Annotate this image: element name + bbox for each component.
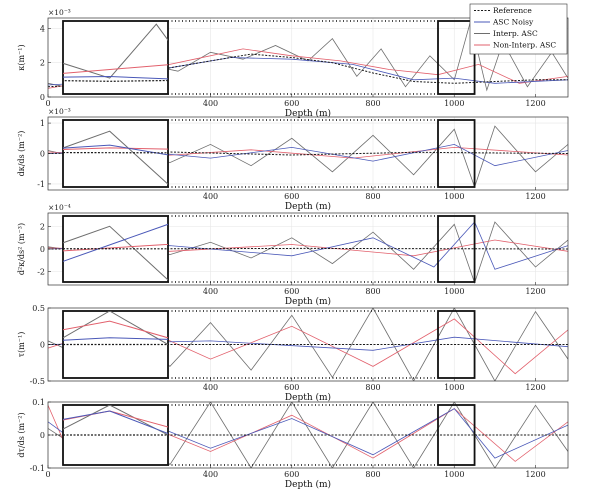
x-tick-label: 1200 [525,287,545,296]
y-tick-label: -0.1 [30,464,45,473]
x-tick-label: 1000 [444,287,464,296]
y-tick-label: 0 [40,150,45,159]
y-tick-label: 0.5 [32,304,45,313]
legend: Reference ASC Noisy Interp. ASC Non-Interp.… [469,3,568,55]
zoom-window-box [437,310,476,379]
inset-series-line-non-interp-asc [63,147,168,150]
x-tick-label: 800 [365,470,380,479]
y-tick-label: -2 [37,268,45,277]
y-tick-label: 0 [40,341,45,350]
x-tick-label: 400 [203,470,218,479]
x-tick-label: 600 [284,287,299,296]
axes-frame [47,17,569,98]
x-tick-label: 1200 [525,192,545,201]
series-line-interp-asc [48,221,568,270]
legend-box [469,3,568,55]
x-tick-label: 600 [284,99,299,108]
x-axis-label: Depth (m) [285,201,331,212]
y-tick-label: 0.1 [32,398,45,407]
x-axis-label: Depth (m) [285,479,331,490]
y-tick-label: -0.5 [30,377,45,386]
x-tick-label: 1000 [444,383,464,392]
x-tick-label: 400 [203,192,218,201]
legend-label-asc-noisy: ASC Noisy [492,18,534,27]
x-tick-label: 0 [45,470,50,479]
x-tick-label: 600 [284,470,299,479]
x-tick-label: 400 [203,99,218,108]
x-tick-label: 800 [365,383,380,392]
y-tick-label: 0 [40,431,45,440]
y-tick-label: 4 [40,24,45,33]
y-tick-label: 0 [40,93,45,102]
x-tick-label: 1000 [444,192,464,201]
series-line-reference [48,247,568,250]
x-tick-label: 1000 [444,470,464,479]
inset-box [62,20,169,95]
y-tick-label: 2 [40,59,45,68]
y-axis-label: κ(m⁻¹) [17,44,26,70]
x-tick-label: 1000 [444,99,464,108]
x-tick-label: 1200 [525,383,545,392]
legend-label-interp-asc: Interp. ASC [493,29,538,38]
inset-series-line-reference [63,151,168,154]
x-tick-label: 600 [284,192,299,201]
x-tick-label: 1200 [525,470,545,479]
y-tick-label: -1 [37,180,45,189]
inset-box [62,119,169,188]
y-exponent-label: ×10⁻⁴ [48,203,71,212]
y-tick-label: 1 [40,119,45,128]
zoom-window-box [437,404,476,466]
x-tick-label: 600 [284,383,299,392]
x-tick-label: 800 [365,287,380,296]
x-axis-label: Depth (m) [285,296,331,307]
x-tick-label: 800 [365,192,380,201]
zoom-window-box [437,119,476,188]
legend-label-reference: Reference [493,6,532,15]
inset-series-group [63,130,168,185]
zoom-window-box [437,215,476,283]
y-axis-label: dκ/ds (m⁻²) [17,131,26,177]
x-axis-label: Depth (m) [285,392,331,403]
y-tick-label: 2 [40,223,45,232]
y-axis-label: dτ/ds (m⁻²) [17,412,26,457]
legend-label-non-interp-asc: Non-Interp. ASC [493,41,556,50]
x-tick-label: 0 [45,99,50,108]
x-tick-label: 400 [203,287,218,296]
zoom-window-box [437,20,476,95]
y-axis-label: d²κ/ds² (m⁻³) [17,223,26,275]
x-axis-label: Depth (m) [285,108,331,119]
y-axis-label: τ(m⁻¹) [17,332,26,358]
y-exponent-label: ×10⁻³ [48,8,71,17]
x-tick-label: 1200 [525,99,545,108]
x-tick-label: 400 [203,383,218,392]
y-exponent-label: ×10⁻³ [48,107,71,116]
x-tick-label: 800 [365,99,380,108]
y-tick-label: 0 [40,245,45,254]
